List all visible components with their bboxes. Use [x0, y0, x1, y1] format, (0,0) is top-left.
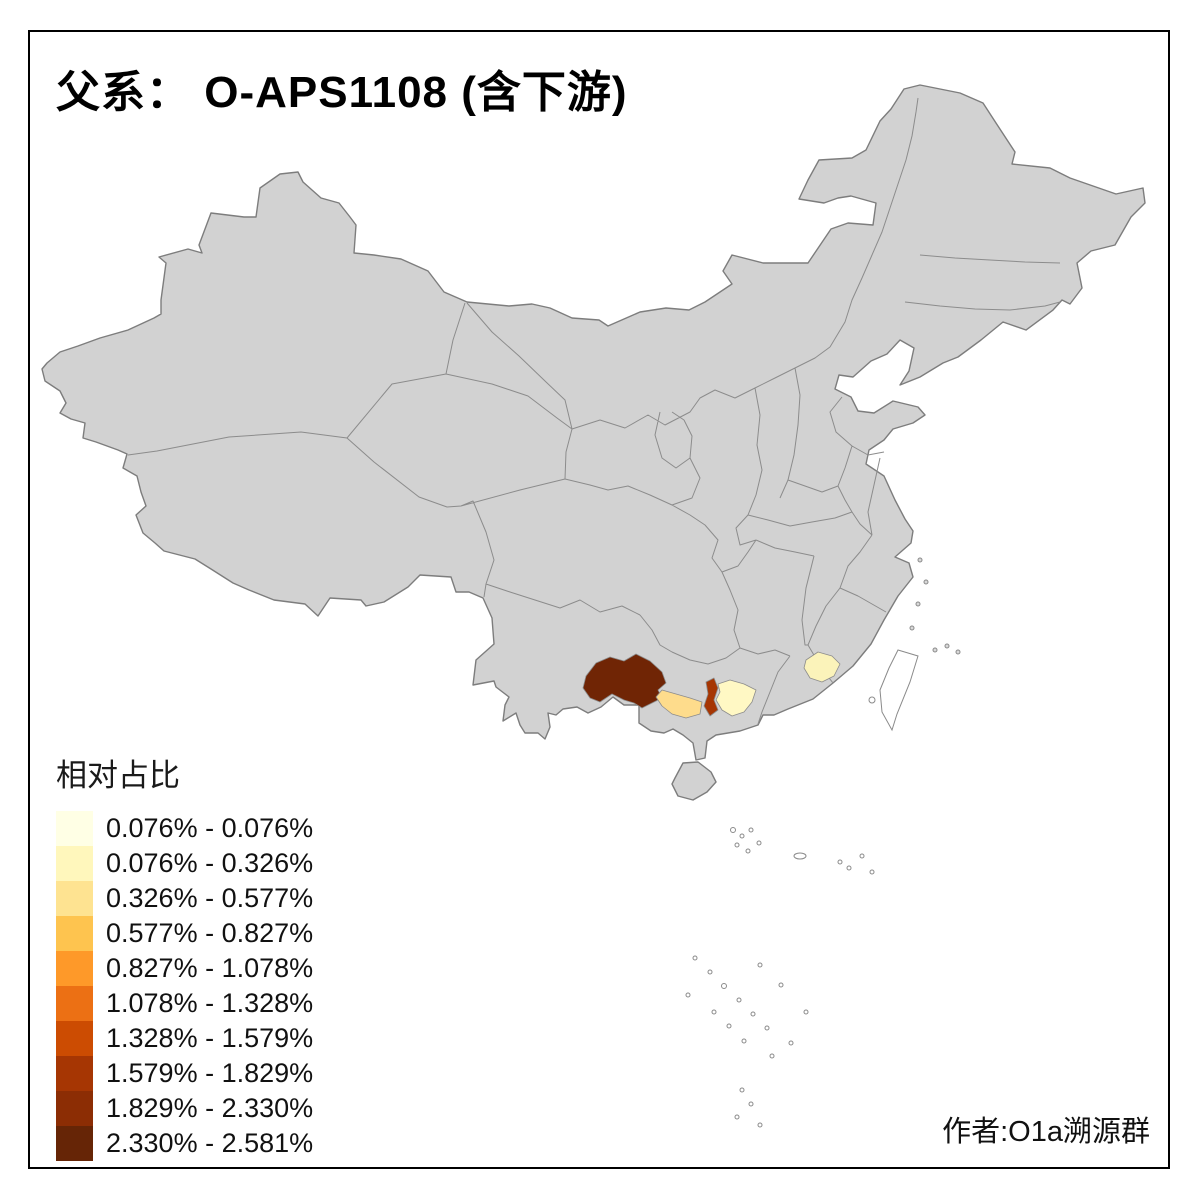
- legend-item: 0.827% - 1.078%: [56, 951, 313, 986]
- author-credit: 作者:O1a溯源群: [942, 1116, 1150, 1148]
- region-guangxi-west: [655, 689, 703, 719]
- legend-label: 0.326% - 0.577%: [106, 883, 314, 913]
- penghu-islet: [868, 696, 876, 704]
- legend-item: 0.326% - 0.577%: [56, 881, 313, 916]
- legend-item: 0.076% - 0.076%: [56, 811, 313, 846]
- hainan-island: [671, 761, 717, 801]
- legend-item: 1.579% - 1.829%: [56, 1056, 313, 1091]
- legend-label: 0.577% - 0.827%: [106, 918, 314, 948]
- legend-item: 1.328% - 1.579%: [56, 1021, 313, 1056]
- legend-label: 1.829% - 2.330%: [106, 1093, 314, 1123]
- legend-swatch: [56, 811, 93, 846]
- legend-label: 0.827% - 1.078%: [106, 953, 314, 983]
- legend-swatch: [56, 846, 93, 881]
- region-fujian-coastal: [803, 651, 841, 683]
- legend-title: 相对占比: [56, 758, 180, 793]
- coastal-islets: [909, 557, 961, 655]
- legend-label: 0.076% - 0.076%: [106, 813, 314, 843]
- highlighted-regions: [582, 651, 841, 719]
- legend-item: 0.076% - 0.326%: [56, 846, 313, 881]
- legend-swatch: [56, 1091, 93, 1126]
- legend-item: 0.577% - 0.827%: [56, 916, 313, 951]
- legend-swatch: [56, 986, 93, 1021]
- legend-swatch: [56, 951, 93, 986]
- legend-item: 2.330% - 2.581%: [56, 1126, 313, 1161]
- legend-label: 2.330% - 2.581%: [106, 1128, 314, 1158]
- legend-swatch: [56, 881, 93, 916]
- islands-group: [671, 557, 961, 1128]
- taiwan-island: [879, 649, 919, 732]
- legend-item: 1.078% - 1.328%: [56, 986, 313, 1021]
- legend-swatch: [56, 1021, 93, 1056]
- legend-label: 0.076% - 0.326%: [106, 848, 314, 878]
- legend: 相对占比 0.076% - 0.076% 0.076% - 0.326% 0.3…: [56, 750, 313, 1161]
- legend-swatch: [56, 1056, 93, 1091]
- region-guangxi-east-guangdong-west: [715, 679, 757, 717]
- legend-label: 1.078% - 1.328%: [106, 988, 314, 1018]
- map-title: 父系： O-APS1108 (含下游): [56, 68, 628, 117]
- legend-item: 1.829% - 2.330%: [56, 1091, 313, 1126]
- legend-label: 1.328% - 1.579%: [106, 1023, 314, 1053]
- legend-swatch: [56, 1126, 93, 1161]
- south-china-sea-islets: [685, 827, 875, 1128]
- legend-label: 1.579% - 1.829%: [106, 1058, 314, 1088]
- region-guangxi-central: [703, 677, 719, 717]
- legend-swatch: [56, 916, 93, 951]
